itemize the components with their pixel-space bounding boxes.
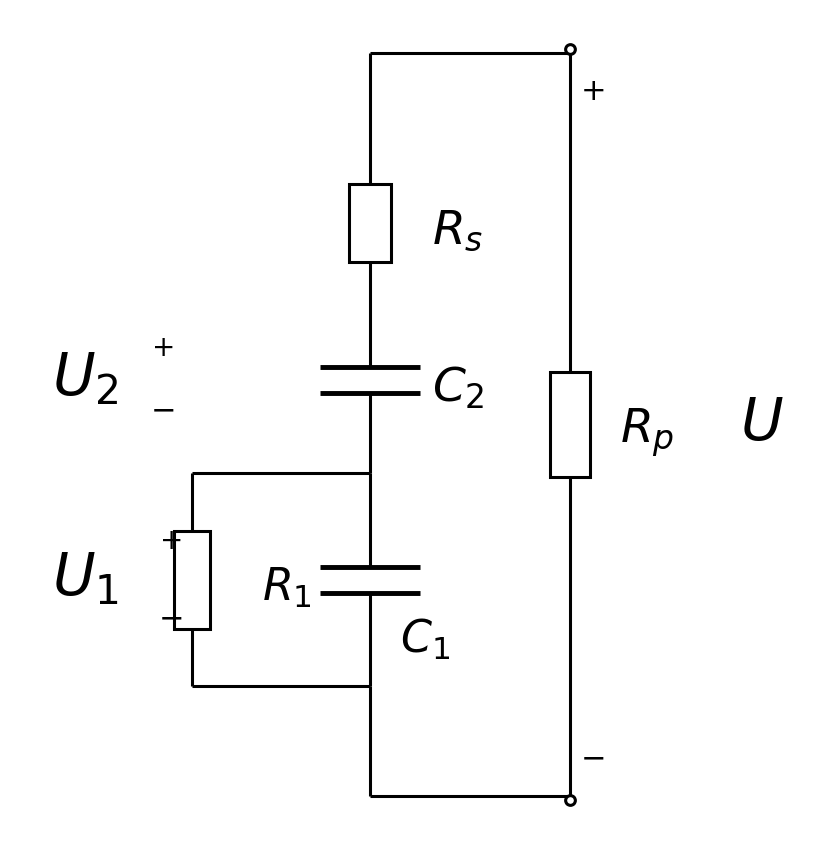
Text: $-$: $-$ xyxy=(150,394,174,426)
Bar xyxy=(349,184,391,262)
Text: $U_1$: $U_1$ xyxy=(52,551,119,608)
Text: $-$: $-$ xyxy=(580,743,604,773)
Text: $+$: $+$ xyxy=(159,528,181,555)
Bar xyxy=(174,531,210,628)
Text: $+$: $+$ xyxy=(151,334,173,361)
Text: $U$: $U$ xyxy=(740,396,784,453)
Text: $-$: $-$ xyxy=(158,602,182,633)
Bar xyxy=(550,372,590,477)
Text: $U_2$: $U_2$ xyxy=(52,352,119,408)
Text: $R_p$: $R_p$ xyxy=(620,406,674,459)
Text: $+$: $+$ xyxy=(580,75,604,107)
Text: $C_1$: $C_1$ xyxy=(400,616,450,662)
Text: $C_2$: $C_2$ xyxy=(432,365,485,411)
Text: $R_1$: $R_1$ xyxy=(262,566,312,610)
Text: $R_s$: $R_s$ xyxy=(432,209,484,254)
